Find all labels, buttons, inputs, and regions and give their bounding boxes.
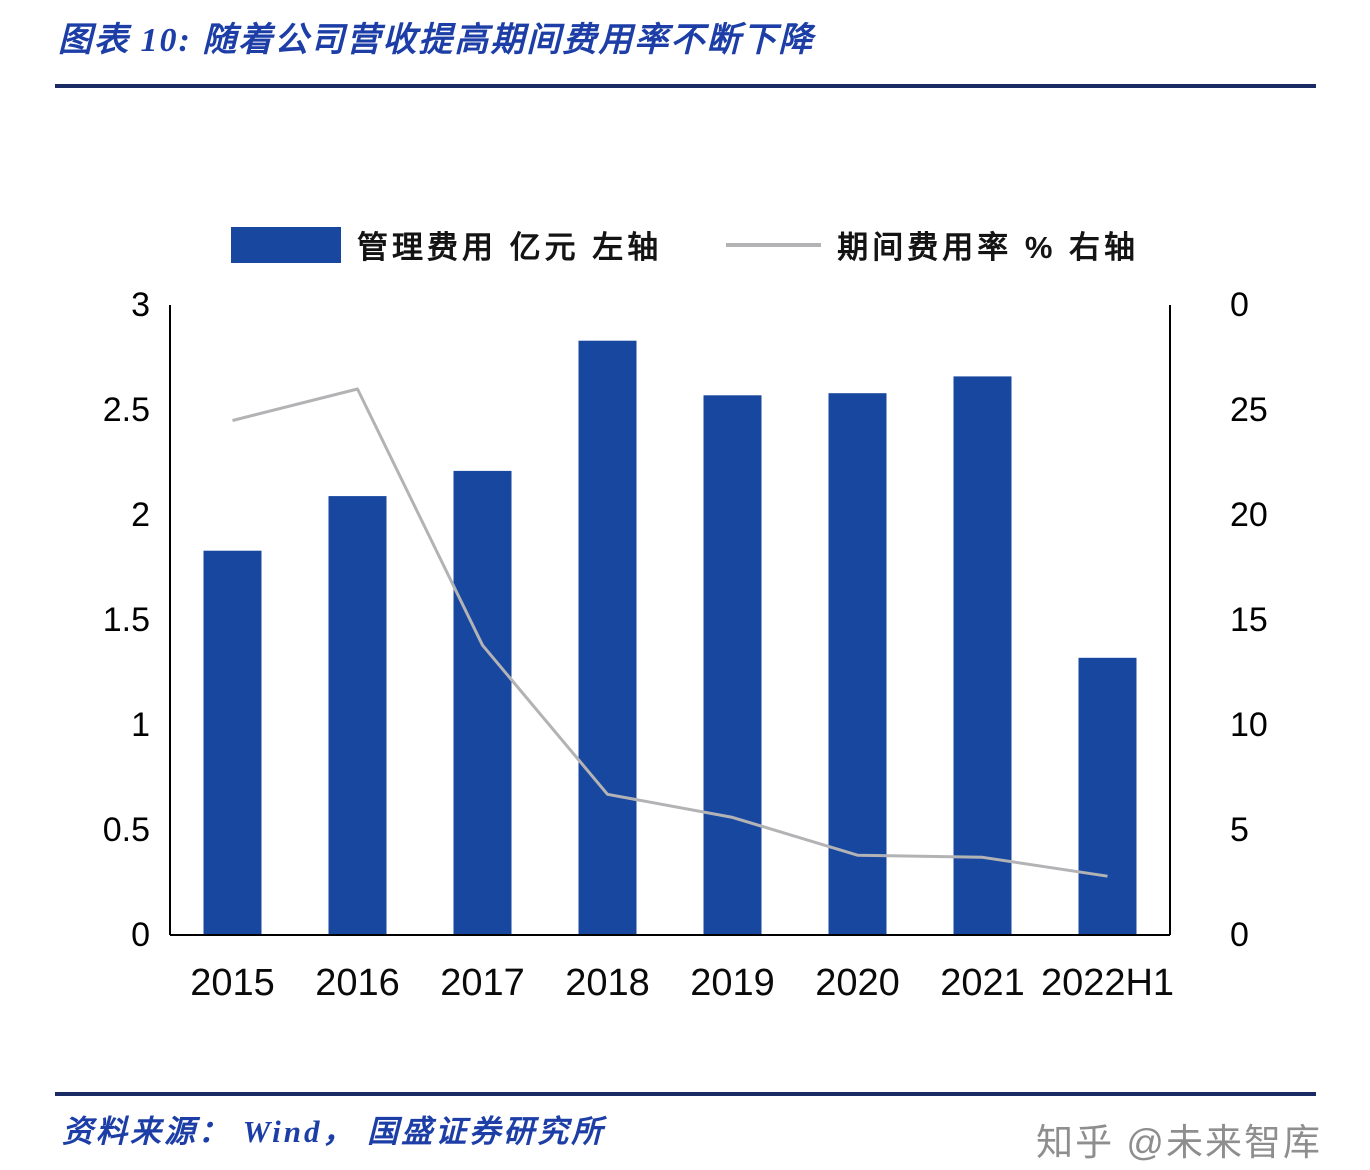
left-axis-tick: 1.5 [102, 601, 150, 639]
x-axis-label: 2017 [440, 962, 525, 1004]
watermark: 知乎 @未来智库 [1036, 1122, 1322, 1163]
bar-2021 [953, 376, 1012, 935]
x-axis-label: 2019 [690, 962, 775, 1004]
top-rule [55, 84, 1316, 88]
combo-chart [169, 305, 1171, 936]
left-axis-tick: 3 [131, 286, 150, 324]
legend-line-label: 期间费用率 % 右轴 [837, 230, 1140, 265]
bar-2018 [578, 340, 637, 935]
bar-2015 [203, 550, 262, 935]
x-axis-label: 2022H1 [1040, 962, 1175, 1004]
bar-2022H1 [1078, 657, 1137, 935]
bar-2017 [453, 470, 512, 935]
right-axis-tick: 20 [1230, 496, 1268, 534]
left-axis-tick: 2 [131, 496, 150, 534]
source-note: 资料来源： Wind， 国盛证券研究所 [62, 1114, 606, 1149]
left-axis-tick: 2.5 [102, 391, 150, 429]
legend-bar-swatch [230, 226, 341, 263]
bar-2019 [703, 395, 762, 935]
x-axis-label: 2021 [940, 962, 1025, 1004]
right-axis-tick: 5 [1230, 811, 1249, 849]
legend-bar-label: 管理费用 亿元 左轴 [356, 230, 663, 265]
left-axis-tick: 0 [131, 916, 150, 954]
bottom-rule [55, 1092, 1316, 1096]
right-axis-tick: 10 [1230, 706, 1268, 744]
chart-legend: 管理费用 亿元 左轴 期间费用率 % 右轴 [130, 222, 1240, 267]
x-axis-label: 2020 [815, 962, 900, 1004]
right-axis-tick: 25 [1230, 391, 1268, 429]
x-axis-label: 2015 [190, 962, 275, 1004]
bar-2016 [328, 496, 387, 935]
left-axis-tick: 1 [131, 706, 150, 744]
x-axis-label: 2016 [315, 962, 400, 1004]
figure-title: 图表 10: 随着公司营收提高期间费用率不断下降 [58, 22, 815, 59]
line-series [232, 387, 1108, 878]
right-axis-tick: 15 [1230, 601, 1268, 639]
x-axis-label: 2018 [565, 962, 650, 1004]
legend-line-swatch [726, 242, 822, 247]
right-axis-tick: 0 [1230, 916, 1249, 954]
left-axis-tick: 0.5 [102, 811, 150, 849]
bar-2020 [828, 393, 887, 935]
right-axis-tick: 0 [1230, 286, 1249, 324]
